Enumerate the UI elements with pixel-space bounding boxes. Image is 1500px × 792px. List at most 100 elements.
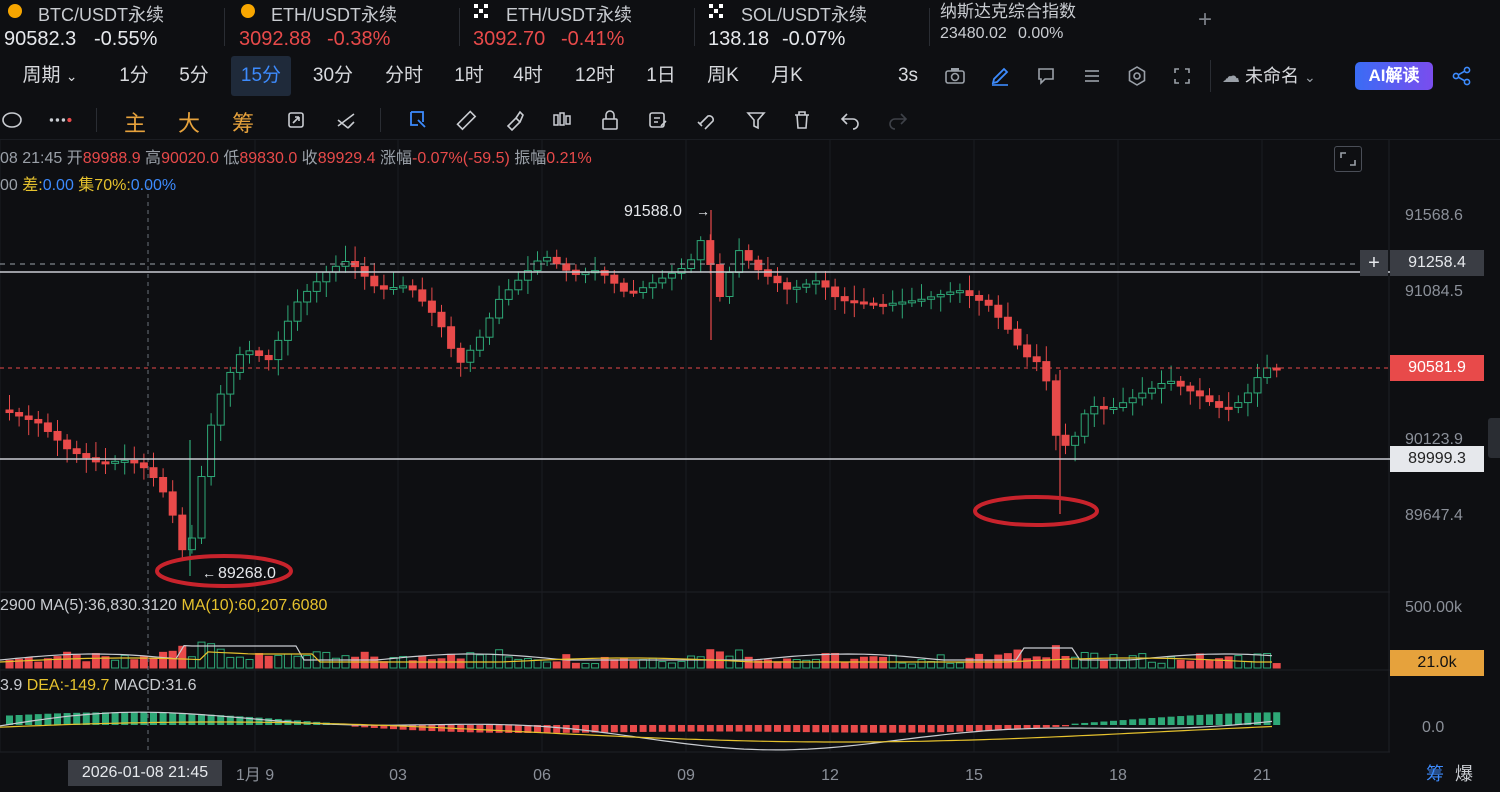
time-axis-label: 03 xyxy=(389,767,407,784)
low-label: 低 xyxy=(223,150,240,167)
panel-collapse-handle[interactable] xyxy=(1488,418,1500,458)
interval-1d[interactable]: 1日 xyxy=(646,65,676,86)
ticker-change: -0.07% xyxy=(782,28,846,50)
svg-text:←: ← xyxy=(202,565,216,581)
interval-1h[interactable]: 1时 xyxy=(454,65,484,86)
price-tag-lower: 89999.3 xyxy=(1390,446,1484,472)
period-label: 周期 xyxy=(22,65,61,86)
expand-icon[interactable] xyxy=(1170,64,1194,88)
ticker-name: SOL/USDT永续 xyxy=(741,5,868,25)
more-dots-icon[interactable] xyxy=(48,108,72,132)
layout-name-dropdown[interactable]: ☁ 未命名 ⌄ xyxy=(1222,56,1316,96)
undo-icon[interactable] xyxy=(838,108,862,132)
ticker-change: 0.00% xyxy=(1018,25,1064,42)
interval-toolbar: 周期 ⌄ 1分 5分 15分 30分 分时 1时 4时 12时 1日 周K 月K… xyxy=(0,56,1500,98)
interval-4h[interactable]: 4时 xyxy=(513,65,543,86)
interval-timeline[interactable]: 分时 xyxy=(384,65,423,86)
ticker-item[interactable]: ETH/USDT永续 3092.70 -0.41% xyxy=(470,0,695,56)
redo-icon[interactable] xyxy=(886,108,910,132)
coin-icon xyxy=(8,4,22,18)
chip-prefix: 00 xyxy=(0,177,18,194)
high-label: 高 xyxy=(145,150,162,167)
ticker-name: ETH/USDT永续 xyxy=(271,5,397,25)
low-marker-ellipse xyxy=(155,554,293,588)
volume-ma5: MA(5):36,830.3120 xyxy=(40,597,178,614)
time-axis-label: 18 xyxy=(1109,767,1127,784)
edit-note-icon[interactable] xyxy=(646,108,670,132)
interval-week[interactable]: 周K xyxy=(707,65,739,86)
magnet-icon[interactable] xyxy=(694,108,718,132)
open-label: 开 xyxy=(66,150,83,167)
refresh-interval[interactable]: 3s xyxy=(897,65,919,86)
fullscreen-icon[interactable] xyxy=(1334,146,1362,172)
ticker-price: 3092.70 xyxy=(473,28,546,50)
time-axis-label: 21 xyxy=(1253,767,1271,784)
cycle-tool-icon[interactable] xyxy=(285,108,309,132)
trend-tool-icon[interactable] xyxy=(334,108,358,132)
macd-info-line: 3.9 DEA:-149.7 MACD:31.6 xyxy=(0,677,197,695)
interval-1m[interactable]: 1分 xyxy=(119,65,149,86)
ticker-item[interactable]: BTC/USDT永续 90582.3 -0.55% xyxy=(0,0,225,56)
ticker-divider xyxy=(224,8,225,46)
settings-icon[interactable] xyxy=(1125,64,1149,88)
high-annotation: 91588.0 xyxy=(624,203,682,220)
filter-icon[interactable] xyxy=(744,108,768,132)
toolbar-divider xyxy=(1210,60,1211,92)
interval-30m[interactable]: 30分 xyxy=(312,65,354,86)
main-indicator-button[interactable]: 主 xyxy=(124,111,147,136)
ticker-bar: BTC/USDT永续 90582.3 -0.55% ETH/USDT永续 309… xyxy=(0,0,1500,56)
chip-distribution-button[interactable]: 筹 xyxy=(232,111,255,136)
interval-15m[interactable]: 15分 xyxy=(231,56,291,96)
crosshair-date-label: 2026-01-08 21:45 xyxy=(68,760,222,786)
volume-tag: 21.0k xyxy=(1390,650,1484,676)
macd-value: MACD:31.6 xyxy=(113,677,197,694)
ticker-change: -0.38% xyxy=(327,28,391,50)
concentration-value: 0.00% xyxy=(130,177,177,194)
chevron-down-icon: ⌄ xyxy=(65,68,78,84)
ai-analysis-button[interactable]: AI解读 xyxy=(1355,62,1433,90)
large-order-button[interactable]: 大 xyxy=(178,111,201,136)
price-tag-upper: 91258.4 xyxy=(1390,250,1484,276)
add-alert-button[interactable]: + xyxy=(1360,250,1388,276)
time-axis-label: 1月 9 xyxy=(236,767,274,784)
bottom-shortcuts: 筹 爆 xyxy=(1426,760,1473,786)
change-value: -0.07%(-59.5) xyxy=(412,150,510,167)
interval-month[interactable]: 月K xyxy=(771,65,803,86)
ohlc-time: 08 21:45 xyxy=(0,150,63,167)
add-ticker-icon[interactable]: + xyxy=(1198,6,1213,33)
layout-name: 未命名 xyxy=(1245,66,1300,86)
okx-icon xyxy=(474,4,488,18)
ticker-name: ETH/USDT永续 xyxy=(506,5,632,25)
interval-12h[interactable]: 12时 xyxy=(574,65,616,86)
brush-icon[interactable] xyxy=(502,108,526,132)
ticker-price: 3092.88 xyxy=(239,28,312,50)
candle-pattern-icon[interactable] xyxy=(550,108,574,132)
period-dropdown[interactable]: 周期 ⌄ xyxy=(10,56,90,96)
ticker-item[interactable]: ETH/USDT永续 3092.88 -0.38% xyxy=(235,0,460,56)
ellipse-tool-icon[interactable] xyxy=(0,108,24,132)
interval-5m[interactable]: 5分 xyxy=(179,65,209,86)
trash-icon[interactable] xyxy=(790,108,814,132)
liquidation-shortcut[interactable]: 爆 xyxy=(1455,764,1474,784)
price-axis-label: 91568.6 xyxy=(1405,207,1463,224)
cursor-tool-icon[interactable] xyxy=(406,108,430,132)
volume-ma10: MA(10):60,207.6080 xyxy=(181,597,328,614)
chip-shortcut[interactable]: 筹 xyxy=(1426,764,1444,784)
ruler-icon[interactable] xyxy=(454,108,478,132)
close-value: 89929.4 xyxy=(317,150,376,167)
price-axis-label: 91084.5 xyxy=(1405,283,1463,300)
ticker-item[interactable]: SOL/USDT永续 138.18 -0.07% xyxy=(705,0,930,56)
close-label: 收 xyxy=(301,150,318,167)
pencil-icon[interactable] xyxy=(988,64,1012,88)
coin-icon xyxy=(241,4,255,18)
ticker-item[interactable]: 纳斯达克综合指数 23480.02 0.00% xyxy=(940,0,1140,56)
high-value: 90020.0 xyxy=(161,150,219,167)
comment-icon[interactable] xyxy=(1034,64,1058,88)
share-icon[interactable] xyxy=(1450,64,1474,88)
camera-icon[interactable] xyxy=(943,64,967,88)
list-icon[interactable] xyxy=(1080,64,1104,88)
time-axis-label: 15 xyxy=(965,767,983,784)
low-annotation: 89268.0 xyxy=(218,565,276,582)
kline-chart[interactable]: 91568.6 91084.5 90123.9 89647.4 500.00k … xyxy=(0,140,1500,792)
lock-icon[interactable] xyxy=(598,108,622,132)
